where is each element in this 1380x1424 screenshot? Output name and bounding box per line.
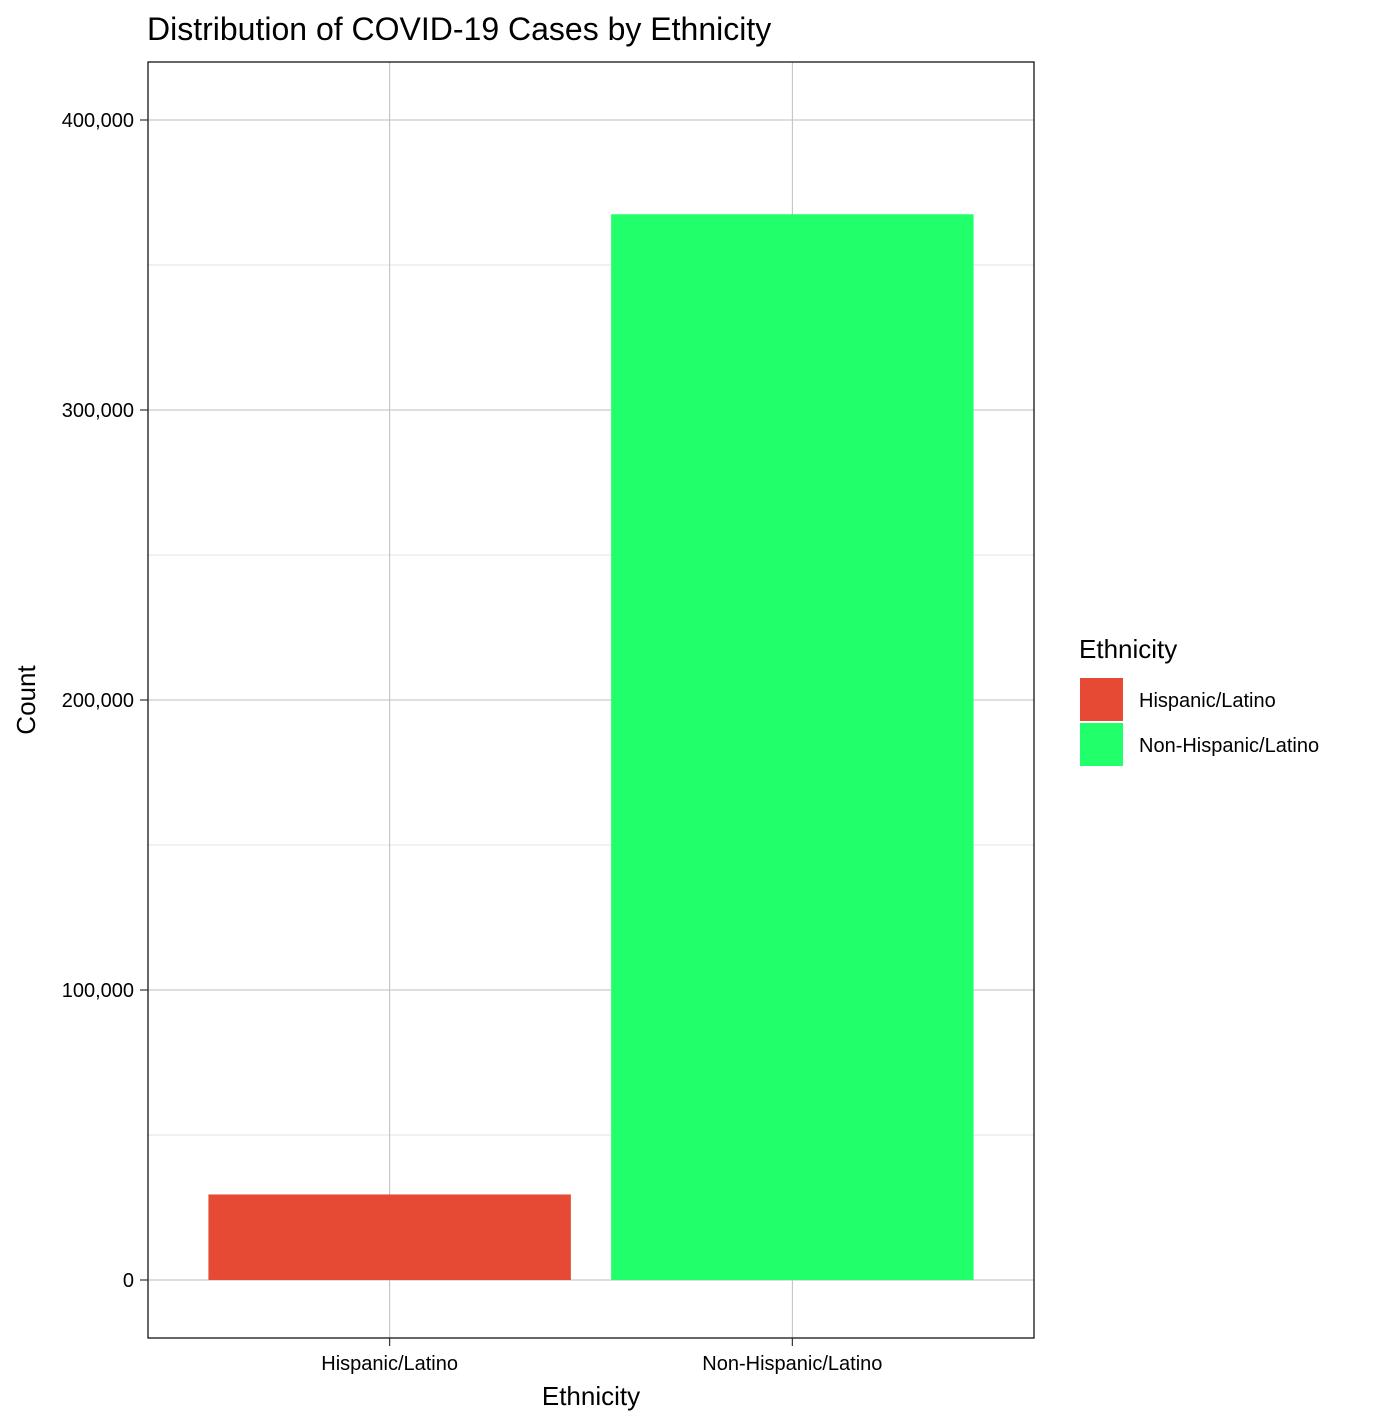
y-tick-label: 100,000 [62, 980, 134, 1002]
chart-title: Distribution of COVID-19 Cases by Ethnic… [147, 11, 771, 47]
y-tick-label: 300,000 [62, 400, 134, 422]
legend-swatch [1080, 723, 1123, 766]
y-tick-label: 200,000 [62, 690, 134, 712]
x-axis-title: Ethnicity [542, 1381, 640, 1411]
bar [611, 214, 974, 1280]
y-axis: 0 100,000 200,000 300,000 400,000 [62, 110, 148, 1292]
bars [208, 214, 974, 1280]
x-tick-label: Non-Hispanic/Latino [702, 1353, 882, 1375]
legend-label: Hispanic/Latino [1139, 690, 1276, 712]
x-axis: Hispanic/Latino Non-Hispanic/Latino [321, 1338, 882, 1375]
y-tick-label: 400,000 [62, 110, 134, 132]
x-tick-label: Hispanic/Latino [321, 1353, 458, 1375]
legend-swatch [1080, 678, 1123, 721]
legend-label: Non-Hispanic/Latino [1139, 735, 1319, 757]
legend-title: Ethnicity [1079, 634, 1177, 664]
legend: Ethnicity Hispanic/Latino Non-Hispanic/La… [1079, 634, 1319, 766]
y-tick-label: 0 [123, 1270, 134, 1292]
bar [208, 1194, 571, 1280]
y-axis-title: Count [11, 665, 41, 735]
